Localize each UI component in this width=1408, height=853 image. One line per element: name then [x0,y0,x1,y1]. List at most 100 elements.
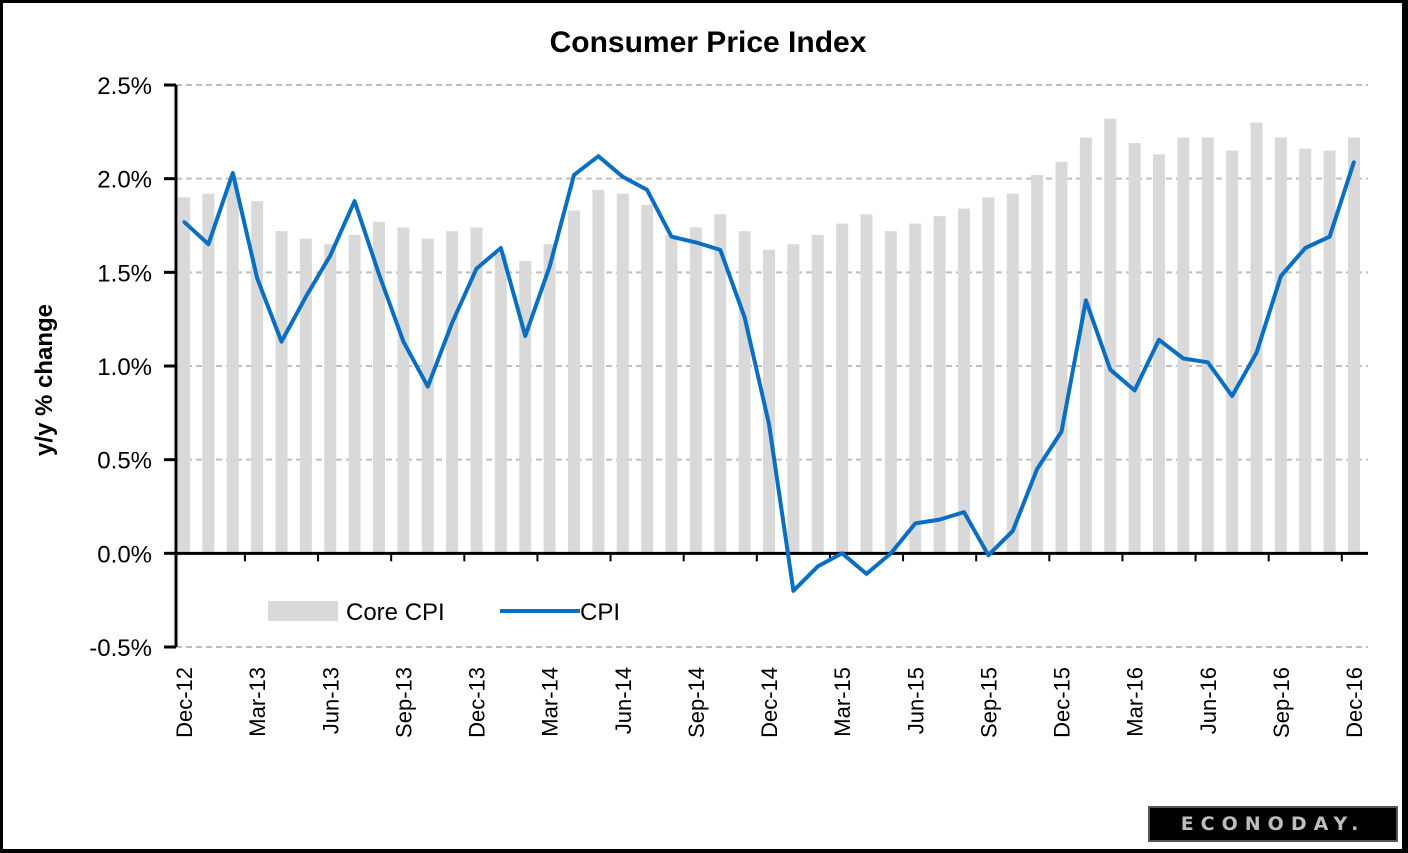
cpi-point [231,171,235,175]
core-cpi-bar [1299,148,1312,554]
core-cpi-bar [1128,143,1141,554]
x-tick-label: Dec-16 [1342,667,1367,738]
y-axis-label: y/y % change [31,304,58,456]
cpi-point [206,242,210,246]
core-cpi-bar [1079,137,1092,554]
cpi-point [1303,246,1307,250]
x-tick-label: Jun-16 [1196,667,1221,734]
cpi-point [840,551,844,555]
cpi-point [1133,388,1137,392]
core-cpi-bar [202,193,215,554]
core-cpi-bar [763,249,775,554]
core-cpi-bar [860,214,873,554]
x-tick-label: Dec-13 [465,667,490,738]
core-cpi-bar [1177,137,1190,554]
cpi-point [865,572,868,576]
x-tick-label: Dec-14 [757,667,782,738]
x-tick-label: Dec-15 [1050,667,1075,738]
x-tick-label: Jun-13 [318,667,343,734]
cpi-point [401,340,405,344]
core-cpi-bar [933,216,946,554]
cpi-point [304,295,308,299]
x-tick-label: Mar-16 [1123,667,1148,737]
cpi-point [986,553,990,557]
x-tick-label: Sep-14 [684,667,709,738]
cpi-line-layer [182,154,1356,593]
x-tick-labels: Dec-12 Mar-13 Jun-13 Sep-13 Dec-13 Mar-14 Jun-… [172,667,1367,738]
cpi-point [280,340,283,344]
cpi-point [1060,430,1063,434]
core-cpi-bar [178,197,190,554]
cpi-point [1035,467,1039,471]
core-cpi-bar [324,244,337,554]
cpi-point [962,510,966,514]
core-cpi-bar [665,234,678,554]
cpi-point [791,589,795,593]
cpi-point [1328,235,1332,239]
cpi-point [1352,160,1356,164]
cpi-point [1011,529,1015,533]
core-cpi-bar [568,210,580,554]
cpi-point [548,265,552,269]
core-cpi-bar [446,231,459,554]
cpi-point [816,564,820,568]
core-cpi-bar [1226,150,1239,554]
cpi-point [694,240,698,244]
cpi-point [938,518,942,522]
cpi-point [475,267,478,271]
core-cpi-bar [1323,150,1336,554]
core-cpi-bar [494,253,507,554]
core-cpi-bar [226,182,239,554]
cpi-point [1181,357,1185,361]
x-tick-label: Jun-14 [611,667,636,734]
cpi-point [670,235,673,239]
cpi-point [743,315,747,319]
y-tick-label: 2.0% [97,167,152,194]
core-cpi-bar [958,208,970,554]
core-cpi-bar [543,244,556,554]
cpi-point [328,253,332,257]
core-cpi-bar [811,234,824,554]
core-cpi-bar [348,234,361,554]
cpi-point [889,551,893,555]
core-cpi-bar [397,227,410,554]
core-cpi-bar [1274,137,1287,554]
cpi-point [377,272,381,276]
core-cpi-bar [1055,161,1068,554]
core-cpi-bar [1201,137,1214,554]
cpi-point [621,175,625,179]
cpi-point [1084,298,1088,302]
y-tick-label: 2.5% [97,73,152,100]
core-cpi-bar [738,231,751,554]
cpi-point [596,154,600,158]
core-cpi-bar [421,238,434,554]
cpi-point [1206,360,1210,364]
y-tick-label: 0.5% [97,448,152,475]
core-cpi-bar [470,227,483,554]
cpi-point [450,321,454,325]
cpi-point [1255,351,1258,355]
cpi-point [1157,338,1161,342]
core-cpi-bars [178,118,1360,554]
core-cpi-bar [592,189,605,554]
cpi-point [767,422,771,426]
legend: Core CPI CPI [268,599,620,626]
x-tick-label: Sep-15 [976,667,1001,738]
cpi-point [718,248,722,252]
legend-cpi-label: CPI [580,599,620,626]
core-cpi-bar [1153,154,1165,554]
core-cpi-bar [909,223,922,554]
cpi-point [645,188,649,192]
chart-title: Consumer Price Index [550,26,867,59]
core-cpi-bar [275,231,288,554]
x-tick-label: Dec-12 [172,667,197,738]
x-tick-label: Mar-14 [538,667,563,737]
core-cpi-bar [884,231,897,554]
y-tick-label: 1.5% [97,260,152,287]
y-tick-label: 0.0% [97,541,152,568]
econoday-logo: ECONODAY. [1148,806,1398,842]
core-cpi-bar [519,261,532,554]
cpi-point [523,334,527,338]
core-cpi-bar [299,238,312,554]
